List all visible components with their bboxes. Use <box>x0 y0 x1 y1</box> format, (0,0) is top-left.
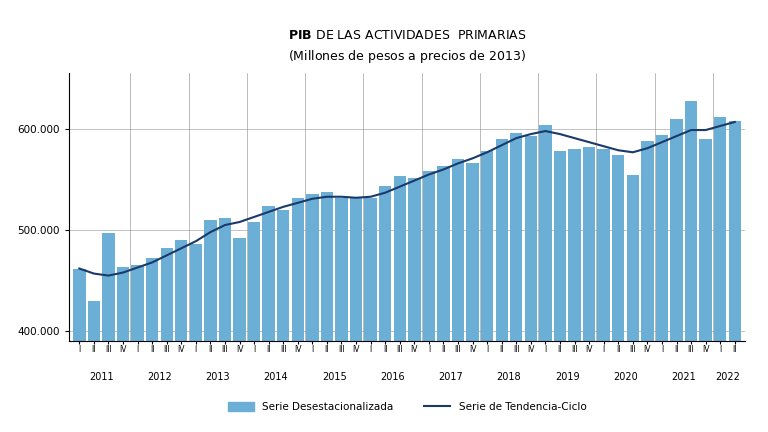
Bar <box>117 267 129 432</box>
Text: 2020: 2020 <box>613 372 638 382</box>
Text: 2014: 2014 <box>263 372 288 382</box>
Bar <box>598 149 610 432</box>
Bar <box>729 121 741 432</box>
Bar <box>350 198 362 432</box>
Bar <box>466 163 478 432</box>
Text: 2019: 2019 <box>555 372 580 382</box>
Bar <box>365 198 377 432</box>
Bar <box>656 135 668 432</box>
Bar <box>641 141 654 432</box>
Bar <box>204 220 217 432</box>
Bar <box>481 151 493 432</box>
Text: 2021: 2021 <box>671 372 696 382</box>
Bar <box>393 175 406 432</box>
Bar <box>292 198 304 432</box>
Bar <box>685 101 697 432</box>
Bar <box>568 149 581 432</box>
Bar <box>452 159 464 432</box>
Bar <box>336 198 348 432</box>
Bar <box>190 244 202 432</box>
Bar <box>102 233 114 432</box>
Bar <box>73 269 85 432</box>
Bar <box>422 172 435 432</box>
Bar <box>437 166 449 432</box>
Bar <box>379 186 392 432</box>
Bar <box>88 301 100 432</box>
Bar <box>146 258 158 432</box>
Title: $\bf{PIB}$$\ \mathrm{DE\ LAS\ ACTIVIDADES\ \ PRIMARIAS}$
$\mathrm{(Millones\ de\: $\bf{PIB}$$\ \mathrm{DE\ LAS\ ACTIVIDADE… <box>288 29 526 64</box>
Bar <box>263 206 275 432</box>
Bar <box>321 192 333 432</box>
Bar <box>525 136 537 432</box>
Bar <box>612 156 624 432</box>
Bar <box>277 210 290 432</box>
Text: 2011: 2011 <box>89 372 114 382</box>
Text: 2015: 2015 <box>322 372 346 382</box>
Bar <box>714 117 727 432</box>
Text: 2012: 2012 <box>147 372 172 382</box>
Bar <box>131 266 144 432</box>
Bar <box>248 222 260 432</box>
Bar <box>554 151 566 432</box>
Bar <box>670 119 683 432</box>
Text: 2017: 2017 <box>439 372 463 382</box>
Bar <box>510 133 522 432</box>
Bar <box>627 175 639 432</box>
Text: 2016: 2016 <box>380 372 405 382</box>
Bar <box>539 125 551 432</box>
Text: 2013: 2013 <box>205 372 230 382</box>
Bar <box>700 139 712 432</box>
Legend: Serie Desestacionalizada, Serie de Tendencia-Ciclo: Serie Desestacionalizada, Serie de Tende… <box>223 398 591 416</box>
Text: 2018: 2018 <box>497 372 521 382</box>
Bar <box>408 178 421 432</box>
Bar <box>161 248 173 432</box>
Bar <box>233 238 246 432</box>
Bar <box>495 139 508 432</box>
Bar <box>306 194 319 432</box>
Text: 2022: 2022 <box>715 372 740 382</box>
Bar <box>583 147 595 432</box>
Bar <box>175 240 187 432</box>
Bar <box>219 218 231 432</box>
